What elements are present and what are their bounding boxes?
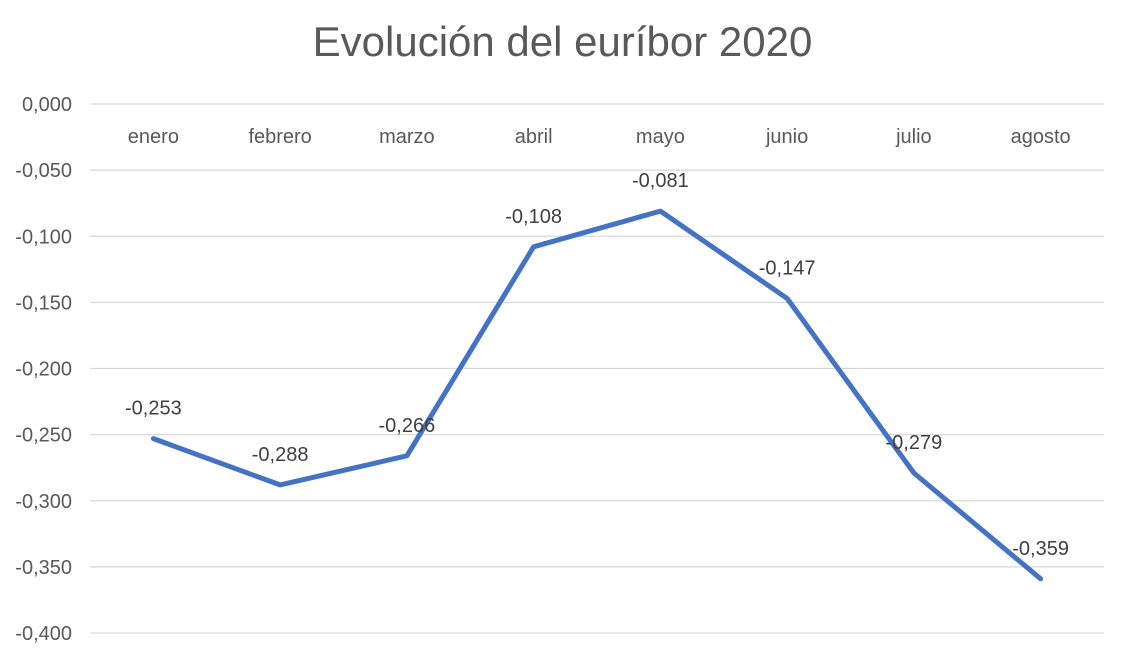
x-tick-label: enero [128, 126, 179, 148]
y-tick-label: -0,150 [15, 292, 72, 314]
data-label: -0,081 [632, 170, 689, 192]
y-tick-label: 0,000 [22, 94, 72, 116]
x-tick-label: agosto [1011, 126, 1071, 148]
gridlines [90, 103, 1104, 634]
series-line-group [150, 208, 1044, 582]
y-tick-label: -0,300 [15, 491, 72, 513]
x-tick-label: marzo [379, 126, 435, 148]
y-axis-ticks: 0,000 -0,050 -0,100 -0,150 -0,200 -0,250 -0,30… [15, 94, 72, 645]
series-line [150, 208, 1044, 582]
y-tick-label: -0,200 [15, 359, 72, 381]
y-tick-label: -0,350 [15, 557, 72, 579]
data-label: -0,359 [1012, 538, 1069, 560]
chart-title: Evolución del euríbor 2020 [312, 18, 813, 65]
x-tick-label: mayo [636, 126, 685, 148]
y-tick-label: -0,250 [15, 425, 72, 447]
x-tick-label: junio [765, 126, 808, 148]
data-label: -0,147 [759, 257, 816, 279]
data-label: -0,288 [252, 444, 309, 466]
x-tick-label: julio [895, 126, 932, 148]
data-label: -0,266 [379, 415, 436, 437]
y-tick-label: -0,400 [15, 623, 72, 645]
data-label: -0,279 [886, 432, 943, 454]
data-label: -0,108 [505, 206, 562, 228]
x-tick-label: febrero [248, 126, 311, 148]
y-tick-label: -0,100 [15, 226, 72, 248]
data-labels: -0,253 -0,288 -0,266 -0,108 -0,081 -0,147 -0,2… [125, 170, 1069, 560]
x-axis-ticks: enero febrero marzo abril mayo junio julio agos… [128, 126, 1071, 148]
data-label: -0,253 [125, 398, 182, 420]
x-tick-label: abril [515, 126, 553, 148]
y-tick-label: -0,050 [15, 160, 72, 182]
